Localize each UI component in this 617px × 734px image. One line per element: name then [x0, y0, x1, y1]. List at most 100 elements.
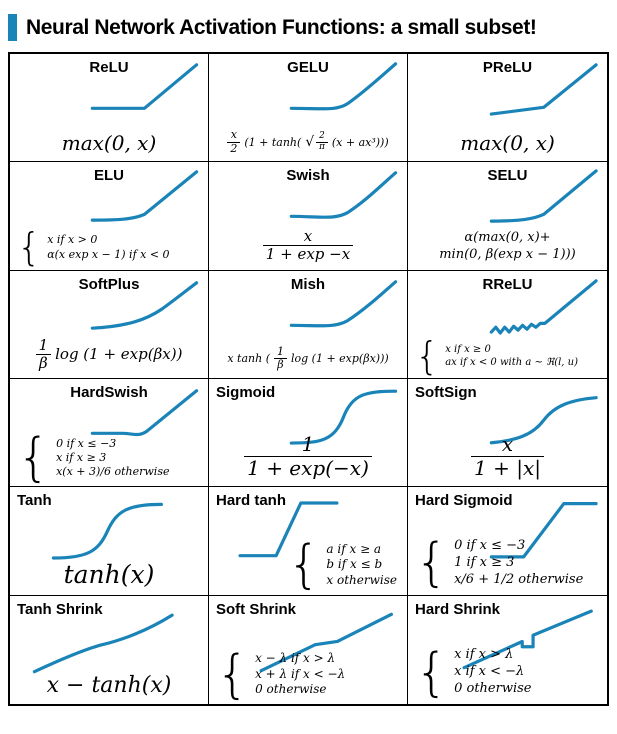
- fraction: x 1 + exp −x: [262, 227, 354, 264]
- prelu-name: PReLU: [482, 59, 533, 76]
- gelu-formula: x 2 (1 + tanh( √ 2 π (x + ax³))): [213, 128, 403, 155]
- formula-text: tanh(x): [63, 559, 155, 589]
- curly-brace: {: [415, 642, 449, 703]
- cell-softsign: SoftSign x 1 + |x|: [408, 379, 607, 488]
- prelu-formula: max(0, x): [412, 131, 603, 155]
- formula-line: b if x ≤ b: [326, 557, 383, 572]
- sigmoid-formula: 1 1 + exp(−x): [213, 433, 403, 480]
- fraction: 2 π: [316, 132, 328, 151]
- formula-line: a if x ≥ a: [326, 541, 382, 556]
- hardswish-formula: { 0 if x ≤ −3 x if x ≥ 3 x(x + 3)/6 othe…: [17, 428, 204, 488]
- numerator: 1: [301, 432, 315, 457]
- tanh-curve-plot: [50, 499, 165, 563]
- numerator: 1: [38, 335, 49, 354]
- softsign-name: SoftSign: [415, 384, 477, 401]
- cell-selu: SELU α(max(0, x)+ min(0, β(exp x − 1))): [408, 162, 607, 271]
- formula-text: log (1 + exp(βx)): [55, 345, 183, 364]
- elu-name: ELU: [94, 167, 124, 185]
- hard-tanh-curve-plot: [237, 495, 340, 564]
- page-title: Neural Network Activation Functions: a s…: [26, 15, 537, 39]
- swish-curve-plot: [288, 168, 399, 226]
- swish-name: Swish: [286, 167, 330, 185]
- hard-sigmoid-formula: { 0 if x ≤ −3 1 if x ≥ 3 x/6 + 1/2 other…: [415, 533, 603, 594]
- cell-softplus: SoftPlus 1 β log (1 + exp(βx)): [10, 270, 209, 379]
- cell-mish: Mish x tanh ( 1 β log (1 + exp(βx))): [209, 270, 408, 379]
- cell-swish: Swish x 1 + exp −x: [209, 162, 408, 271]
- formula-line: x(x + 3)/6 otherwise: [56, 465, 170, 479]
- swish-formula: x 1 + exp −x: [213, 227, 403, 264]
- formula-line: 0 otherwise: [255, 682, 327, 697]
- mish-name: Mish: [290, 275, 326, 293]
- cell-prelu: PReLU max(0, x): [408, 54, 607, 163]
- formula-line: 0 if x ≤ −3: [454, 537, 526, 553]
- infographic-page: Neural Network Activation Functions: a s…: [0, 14, 617, 734]
- prelu-curve-plot: [488, 60, 599, 118]
- curly-brace: {: [415, 533, 449, 594]
- hard-tanh-name: Hard tanh: [216, 492, 287, 510]
- fraction: 1 β: [274, 344, 287, 372]
- relu-curve-plot: [89, 60, 200, 118]
- denominator: π: [316, 141, 328, 152]
- gelu-name: GELU: [287, 59, 329, 76]
- sqrt-symbol: √: [305, 134, 315, 151]
- page-header: Neural Network Activation Functions: a s…: [8, 14, 607, 41]
- formula-line: α(max(0, x)+: [464, 229, 551, 245]
- fraction: x 1 + |x|: [471, 433, 544, 480]
- case-lines: x if x > λ x if x < −λ 0 otherwise: [454, 647, 531, 698]
- numerator: x: [501, 432, 514, 457]
- case-lines: x − λ if x > λ x + λ if x < −λ 0 otherwi…: [255, 651, 345, 698]
- cell-rrelu: RReLU { x if x ≥ 0 ax if x < 0 with a ∼ …: [408, 271, 607, 379]
- formula-line: x if x > 0: [47, 233, 98, 247]
- tanh-shrink-curve-plot: [30, 612, 177, 675]
- rrelu-name: RReLU: [482, 275, 533, 293]
- cell-tanh-shrink: Tanh Shrink x − tanh(x): [10, 595, 209, 704]
- formula-line: min(0, β(exp x − 1))): [439, 247, 576, 263]
- tanh-formula: tanh(x): [14, 560, 204, 589]
- numerator: 1: [276, 344, 284, 358]
- formula-line: α(x exp x − 1) if x < 0: [47, 247, 170, 261]
- sigmoid-curve-plot: [288, 386, 399, 448]
- formula-line: x if x ≥ 0: [445, 343, 491, 355]
- relu-formula: max(0, x): [14, 131, 204, 155]
- formula-line: 0 if x ≤ −3: [56, 436, 117, 450]
- case-lines: a if x ≥ a b if x ≤ b x otherwise: [326, 542, 397, 589]
- soft-shrink-formula: { x − λ if x > λ x + λ if x < −λ 0 other…: [216, 644, 403, 704]
- selu-formula: α(max(0, x)+ min(0, β(exp x − 1))): [412, 229, 603, 264]
- formula-text: max(0, x): [460, 131, 555, 156]
- mish-curve-plot: [288, 277, 399, 335]
- formula-text: (1 + tanh(: [244, 135, 302, 149]
- denominator: β: [274, 358, 287, 372]
- formula-line: 0 otherwise: [454, 681, 532, 697]
- fraction: x 2: [227, 128, 241, 155]
- curly-brace: {: [216, 644, 250, 704]
- softplus-curve-plot: [89, 277, 200, 335]
- cell-hard-sigmoid: Hard Sigmoid { 0 if x ≤ −3 1 if x ≥ 3 x/…: [408, 487, 607, 596]
- cell-sigmoid: Sigmoid 1 1 + exp(−x): [209, 379, 408, 488]
- selu-curve-plot: [488, 168, 599, 226]
- softsign-curve-plot: [488, 388, 599, 452]
- formula-text: max(0, x): [61, 131, 157, 156]
- cell-relu: ReLU max(0, x): [10, 54, 209, 163]
- hardswish-name: HardSwish: [70, 384, 148, 401]
- soft-shrink-name: Soft Shrink: [216, 600, 297, 618]
- cell-elu: ELU { x if x > 0 α(x exp x − 1) if x < 0: [10, 162, 209, 271]
- cell-hard-tanh: Hard tanh { a if x ≥ a b if x ≤ b x othe…: [209, 487, 408, 596]
- curly-brace: {: [287, 535, 321, 596]
- curly-brace: {: [17, 428, 51, 488]
- softplus-name: SoftPlus: [78, 275, 140, 293]
- hard-shrink-name: Hard Shrink: [415, 600, 501, 618]
- hard-shrink-curve-plot: [460, 608, 595, 671]
- numerator: x: [303, 227, 313, 246]
- case-lines: 0 if x ≤ −3 x if x ≥ 3 x(x + 3)/6 otherw…: [56, 437, 169, 480]
- softsign-formula: x 1 + |x|: [412, 433, 603, 480]
- formula-text: x − tanh(x): [46, 673, 172, 698]
- mish-formula: x tanh ( 1 β log (1 + exp(βx))): [213, 344, 403, 372]
- formula-stack: α(max(0, x)+ min(0, β(exp x − 1))): [439, 229, 576, 264]
- formula-text: x tanh (: [227, 352, 270, 366]
- relu-name: ReLU: [89, 59, 129, 76]
- hard-tanh-formula: { a if x ≥ a b if x ≤ b x otherwise: [213, 535, 397, 596]
- denominator: 1 + exp −x: [262, 245, 354, 263]
- denominator: β: [36, 353, 51, 372]
- activation-functions-grid: ReLU max(0, x) GELU x 2 (1 + tanh( √: [8, 52, 609, 706]
- case-lines: x if x ≥ 0 ax if x < 0 with a ∼ ℜ(l, u): [445, 343, 578, 369]
